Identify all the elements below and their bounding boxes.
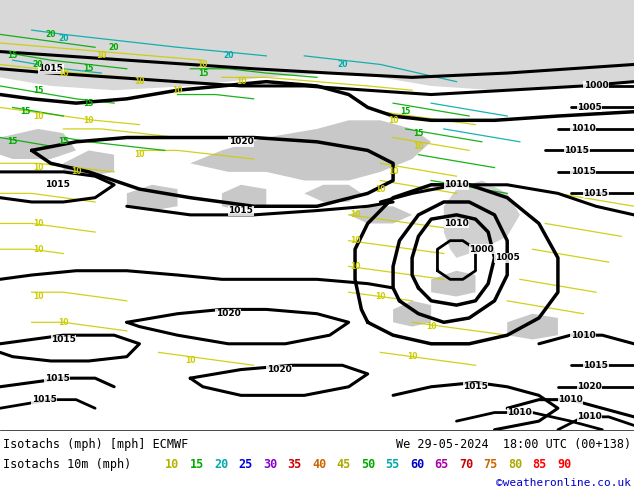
Text: 55: 55 [385,458,400,471]
Text: 10: 10 [84,116,94,125]
Text: 10: 10 [134,150,145,159]
Text: 45: 45 [337,458,351,471]
Text: 1010: 1010 [558,395,583,404]
Text: 85: 85 [533,458,547,471]
Text: 15: 15 [33,86,43,95]
Text: 1010: 1010 [571,331,596,340]
Text: 10: 10 [388,168,398,176]
Text: 1000: 1000 [470,245,494,254]
Text: 1015: 1015 [583,361,609,370]
Text: 15: 15 [413,129,424,138]
Text: 1005: 1005 [577,103,602,112]
Text: 60: 60 [410,458,424,471]
Text: 1020: 1020 [228,137,254,147]
Text: 10: 10 [426,322,436,331]
Text: 10: 10 [350,210,360,220]
Text: 10: 10 [58,318,68,327]
Text: 15: 15 [84,64,94,74]
Text: 1020: 1020 [216,309,241,318]
Text: 10: 10 [33,112,43,121]
Text: 15: 15 [190,458,204,471]
Text: 10: 10 [165,458,179,471]
Text: 20: 20 [337,60,347,69]
Text: 20: 20 [214,458,228,471]
Text: 10: 10 [375,292,385,301]
Text: 10: 10 [96,51,107,60]
Text: 1015: 1015 [463,382,488,391]
Text: 20: 20 [33,60,43,69]
Text: 20: 20 [58,34,68,43]
Text: 10: 10 [33,219,43,228]
Text: 70: 70 [459,458,473,471]
Text: 10: 10 [375,185,385,194]
Text: 10: 10 [350,236,360,245]
Text: 10: 10 [134,77,145,86]
Text: 40: 40 [312,458,327,471]
Text: 10: 10 [185,356,195,366]
Text: 20: 20 [46,30,56,39]
Text: 35: 35 [287,458,302,471]
Text: 1010: 1010 [577,413,602,421]
Text: 1015: 1015 [228,206,254,215]
Text: 1015: 1015 [38,64,63,74]
Text: 1015: 1015 [571,168,596,176]
Text: 10: 10 [407,352,417,361]
Text: 10: 10 [198,60,208,69]
Text: 1010: 1010 [571,124,596,133]
Text: 15: 15 [84,98,94,108]
Text: 15: 15 [8,51,18,60]
Text: 15: 15 [198,69,208,77]
Text: 25: 25 [238,458,253,471]
Text: 30: 30 [263,458,277,471]
Text: 1005: 1005 [495,253,520,262]
Text: 1015: 1015 [44,374,70,383]
Text: 10: 10 [33,292,43,301]
Text: 10: 10 [236,77,246,86]
Text: 1015: 1015 [564,146,590,155]
Text: 1020: 1020 [577,382,602,391]
Text: 20: 20 [223,51,233,60]
Text: Isotachs (mph) [mph] ECMWF: Isotachs (mph) [mph] ECMWF [3,438,188,451]
Text: 15: 15 [8,137,18,147]
Text: 50: 50 [361,458,375,471]
Text: 1015: 1015 [44,180,70,189]
Text: 1010: 1010 [444,180,469,189]
Text: 10: 10 [350,262,360,271]
Text: 1010: 1010 [507,408,533,417]
Text: 80: 80 [508,458,522,471]
Text: 10: 10 [71,168,81,176]
Text: 1015: 1015 [51,335,76,344]
Text: 1000: 1000 [584,81,608,91]
Text: 10: 10 [172,86,183,95]
Text: 10: 10 [33,163,43,172]
Text: 1010: 1010 [444,219,469,228]
Text: 90: 90 [557,458,571,471]
Text: 1020: 1020 [266,365,292,374]
Text: 1015: 1015 [32,395,57,404]
Text: We 29-05-2024  18:00 UTC (00+138): We 29-05-2024 18:00 UTC (00+138) [396,438,631,451]
Text: 75: 75 [484,458,498,471]
Text: 10: 10 [33,245,43,254]
Text: 15: 15 [58,137,68,147]
Text: ©weatheronline.co.uk: ©weatheronline.co.uk [496,478,631,488]
Text: 65: 65 [434,458,449,471]
Text: 15: 15 [20,107,30,116]
Text: Isotachs 10m (mph): Isotachs 10m (mph) [3,458,131,471]
Text: 20: 20 [109,43,119,52]
Text: 10: 10 [58,69,68,77]
Text: 1015: 1015 [583,189,609,198]
Text: 15: 15 [401,107,411,116]
Text: 10: 10 [413,142,424,150]
Text: 10: 10 [388,116,398,125]
